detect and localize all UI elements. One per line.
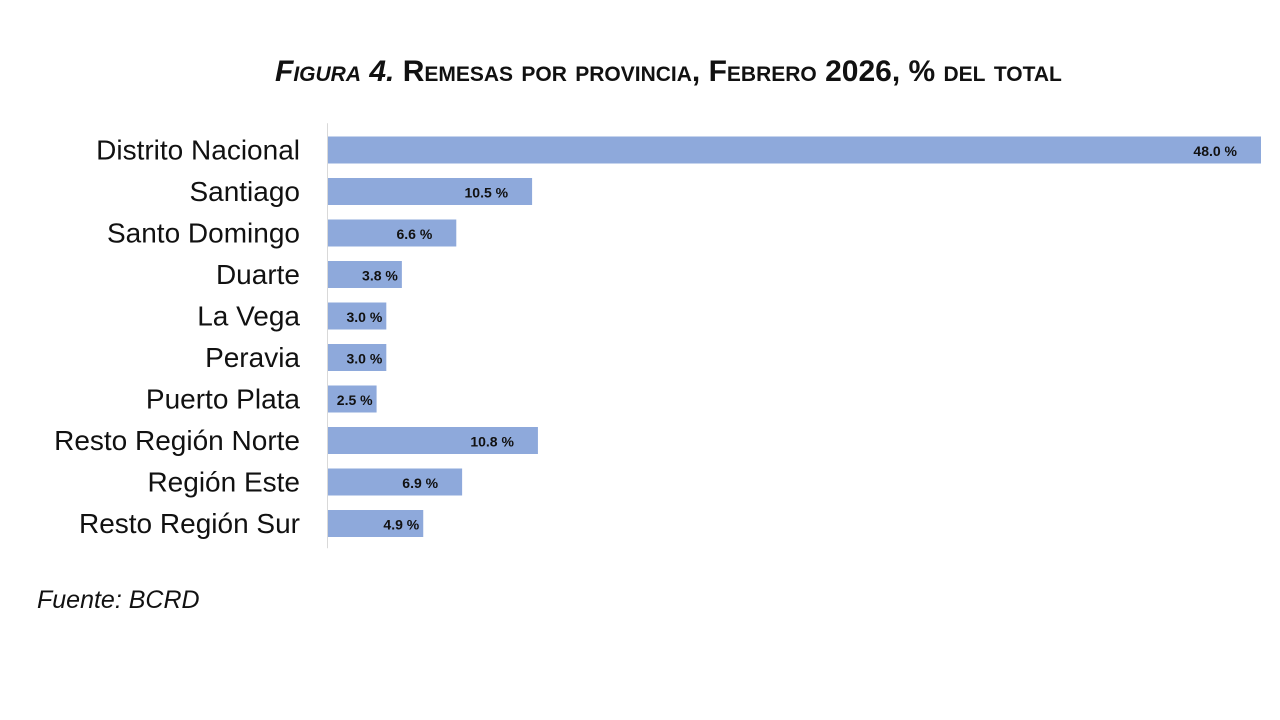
bar-distrito-nacional: [328, 136, 1261, 164]
bar-duarte: [328, 261, 402, 288]
data-label-peravia: 3.0 %: [347, 351, 383, 367]
category-label-resto-region-norte: Resto Región Norte: [54, 425, 300, 456]
bar-la-vega: [328, 302, 387, 330]
data-labels: 48.0 % 10.5 % 6.6 % 3.8 % 3.0 % 3.0 % 2.5 % 10.…: [337, 143, 1238, 533]
bar-peravia: [328, 344, 387, 371]
data-label-santo-domingo: 6.6 %: [396, 226, 432, 242]
chart-title-prefix: Figura 4.: [275, 55, 395, 88]
category-labels: Distrito Nacional Santiago Santo Domingo Du…: [54, 135, 300, 540]
chart-title-text: Remesas por provincia, Febrero 2026, % d…: [402, 55, 1062, 88]
data-label-duarte: 3.8 %: [362, 268, 398, 284]
category-label-duarte: Duarte: [216, 259, 300, 290]
data-label-distrito-nacional: 48.0 %: [1193, 143, 1237, 159]
bar-puerto-plata: [328, 385, 377, 413]
category-label-resto-region-sur: Resto Región Sur: [79, 508, 300, 539]
bar-santiago: [328, 178, 533, 205]
category-label-santiago: Santiago: [189, 176, 300, 207]
bar-resto-region-sur: [328, 510, 424, 537]
data-label-resto-region-norte: 10.8 %: [470, 434, 514, 450]
category-label-la-vega: La Vega: [197, 301, 300, 332]
category-label-santo-domingo: Santo Domingo: [107, 218, 300, 249]
category-label-region-este: Región Este: [147, 467, 300, 498]
data-label-region-este: 6.9 %: [402, 475, 438, 491]
category-label-puerto-plata: Puerto Plata: [146, 384, 301, 415]
data-label-resto-region-sur: 4.9 %: [383, 517, 419, 533]
category-label-peravia: Peravia: [205, 342, 300, 373]
source-note: Fuente: BCRD: [37, 586, 200, 614]
bars: [328, 136, 1261, 537]
data-label-la-vega: 3.0 %: [347, 309, 383, 325]
chart-title: Figura 4. Remesas por provincia, Febrero…: [275, 52, 1265, 92]
bar-resto-region-norte: [328, 427, 538, 454]
data-label-santiago: 10.5 %: [465, 185, 509, 201]
bar-santo-domingo: [328, 219, 457, 247]
bar-region-este: [328, 468, 463, 496]
category-label-distrito-nacional: Distrito Nacional: [96, 135, 300, 166]
data-label-puerto-plata: 2.5 %: [337, 392, 373, 408]
